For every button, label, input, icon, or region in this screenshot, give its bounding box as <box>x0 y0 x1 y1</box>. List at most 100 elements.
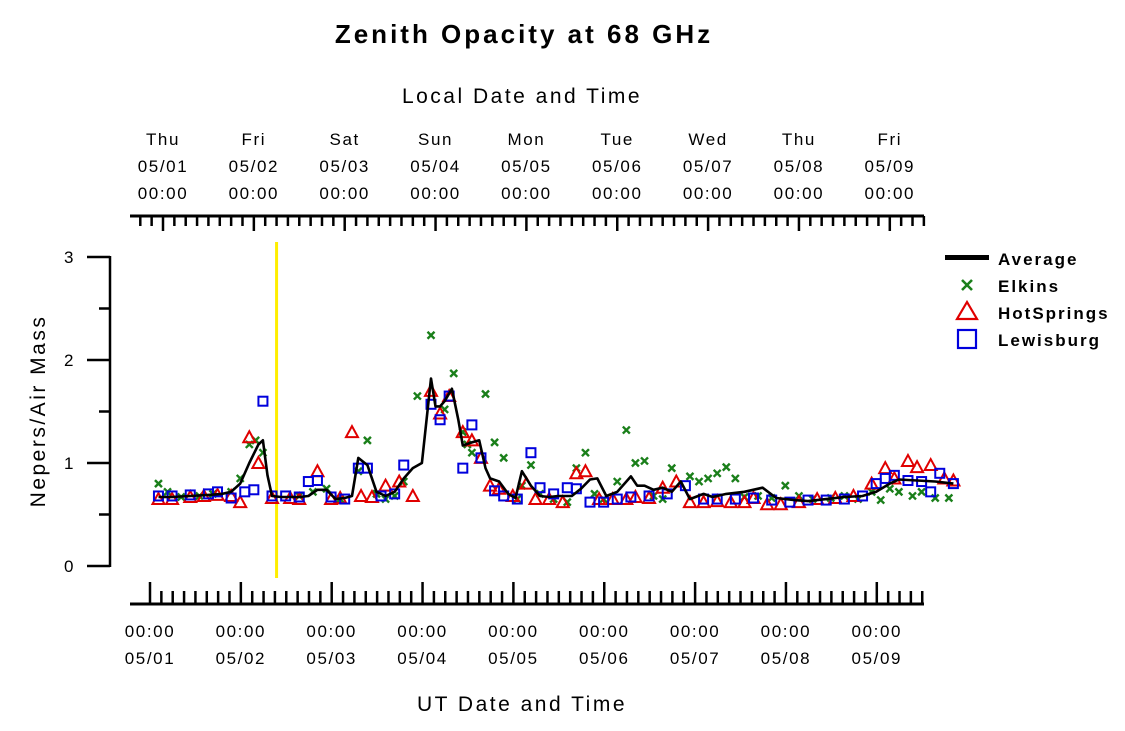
lewisburg-point <box>302 476 314 488</box>
marker-stroke <box>640 456 649 466</box>
hotsprings-point <box>555 494 571 509</box>
elkins-point <box>490 438 499 447</box>
y-tick-label: 2 <box>64 351 75 370</box>
top-tick-day: Mon <box>507 130 545 149</box>
marker-stroke <box>631 458 640 468</box>
hotsprings-point <box>464 432 480 447</box>
top-tick-time: 00:00 <box>865 184 916 203</box>
y-tick-label: 3 <box>64 248 75 267</box>
bottom-tick-date: 05/06 <box>579 649 630 668</box>
plot-area <box>150 330 962 511</box>
lewisburg-point <box>525 447 537 459</box>
top-tick-date: 05/02 <box>229 157 280 176</box>
top-tick-date: 05/05 <box>501 157 552 176</box>
top-tick-time: 00:00 <box>774 184 825 203</box>
elkins-point <box>731 474 740 483</box>
top-tick-day: Wed <box>688 130 727 149</box>
lewisburg-point <box>311 475 323 487</box>
elkins-point <box>621 425 631 435</box>
lewisburg-point <box>466 419 478 431</box>
top-tick-day: Fri <box>877 130 902 149</box>
legend-swatch-elkins <box>961 279 973 291</box>
marker-stroke <box>481 389 490 399</box>
lewisburg-point <box>325 491 337 503</box>
elkins-point <box>154 479 163 488</box>
bottom-axis: 00:00 05/01 00:00 05/02 00:00 05/03 00:00 05/04… <box>125 582 924 668</box>
top-tick-time: 00:00 <box>410 184 461 203</box>
hotsprings-point <box>909 459 925 474</box>
hotsprings-point <box>577 463 594 478</box>
elkins-point <box>712 468 722 478</box>
marker-stroke <box>685 472 695 481</box>
top-tick-date: 05/08 <box>774 157 825 176</box>
marker-stroke <box>780 481 790 491</box>
elkins-point <box>631 458 640 468</box>
bottom-tick-date: 05/07 <box>670 649 721 668</box>
lewisburg-point <box>729 493 741 505</box>
bottom-tick-time: 00:00 <box>761 622 812 641</box>
elkins-series <box>154 330 954 507</box>
bottom-tick-date: 05/03 <box>306 649 357 668</box>
marker-stroke <box>731 474 740 483</box>
legend-label: Elkins <box>998 277 1060 296</box>
marker-stroke <box>449 369 459 378</box>
hotsprings-point <box>709 493 725 508</box>
hotsprings-point <box>223 487 239 502</box>
bottom-tick-date: 05/05 <box>488 649 539 668</box>
hotsprings-point <box>723 494 739 509</box>
lewisburg-point <box>711 493 723 505</box>
top-tick-date: 05/06 <box>592 157 643 176</box>
legend-swatch-hotsprings <box>955 299 979 321</box>
lewisburg-point <box>611 493 623 505</box>
legend-swatch-lewisburg <box>956 328 978 350</box>
hotsprings-point <box>900 452 916 467</box>
lewisburg-point <box>784 496 796 508</box>
hotsprings-point <box>682 494 698 509</box>
top-tick-day: Fri <box>242 130 267 149</box>
marker-stroke <box>612 477 622 486</box>
lewisburg-point <box>838 493 850 505</box>
elkins-point <box>694 477 704 486</box>
lewisburg-point <box>925 486 937 498</box>
hotsprings-point <box>364 488 380 503</box>
marker-stroke <box>621 425 631 435</box>
top-tick-date: 05/01 <box>138 157 189 176</box>
marker-stroke <box>581 448 590 458</box>
marker-stroke <box>944 493 954 503</box>
lewisburg-point <box>625 491 637 503</box>
legend-label: Average <box>998 250 1078 269</box>
marker-stroke <box>885 484 895 494</box>
hotsprings-point <box>344 424 360 439</box>
lewisburg-point <box>643 490 655 502</box>
y-axis: 0 1 2 3 <box>64 248 112 576</box>
elkins-point <box>703 474 713 483</box>
marker-stroke <box>917 487 926 497</box>
bottom-tick-date: 05/08 <box>761 649 812 668</box>
lewisburg-point <box>434 414 446 426</box>
elkins-point <box>612 477 622 486</box>
top-tick-day: Sun <box>418 130 453 149</box>
marker-stroke <box>526 460 536 470</box>
marker-stroke <box>413 391 422 401</box>
top-tick-date: 05/03 <box>319 157 370 176</box>
elkins-point <box>413 391 422 401</box>
y-tick-label: 1 <box>64 454 75 473</box>
lewisburg-point <box>584 496 596 508</box>
top-tick-day: Thu <box>782 130 816 149</box>
legend-label: HotSprings <box>998 304 1110 323</box>
elkins-point <box>363 435 372 445</box>
lewisburg-point <box>934 467 946 479</box>
marker-stroke <box>908 491 917 501</box>
lewisburg-point <box>225 492 237 504</box>
x-axis-title: UT Date and Time <box>417 693 627 716</box>
hotsprings-point <box>353 487 369 502</box>
hotsprings-point <box>886 470 903 485</box>
lewisburg-point <box>534 482 546 494</box>
y-axis-title: Nepers/Air Mass <box>27 315 50 508</box>
elkins-point <box>894 487 904 497</box>
elkins-point <box>876 495 886 505</box>
hotsprings-point <box>250 454 267 469</box>
hotsprings-point <box>164 490 180 506</box>
marker-stroke <box>694 477 704 486</box>
